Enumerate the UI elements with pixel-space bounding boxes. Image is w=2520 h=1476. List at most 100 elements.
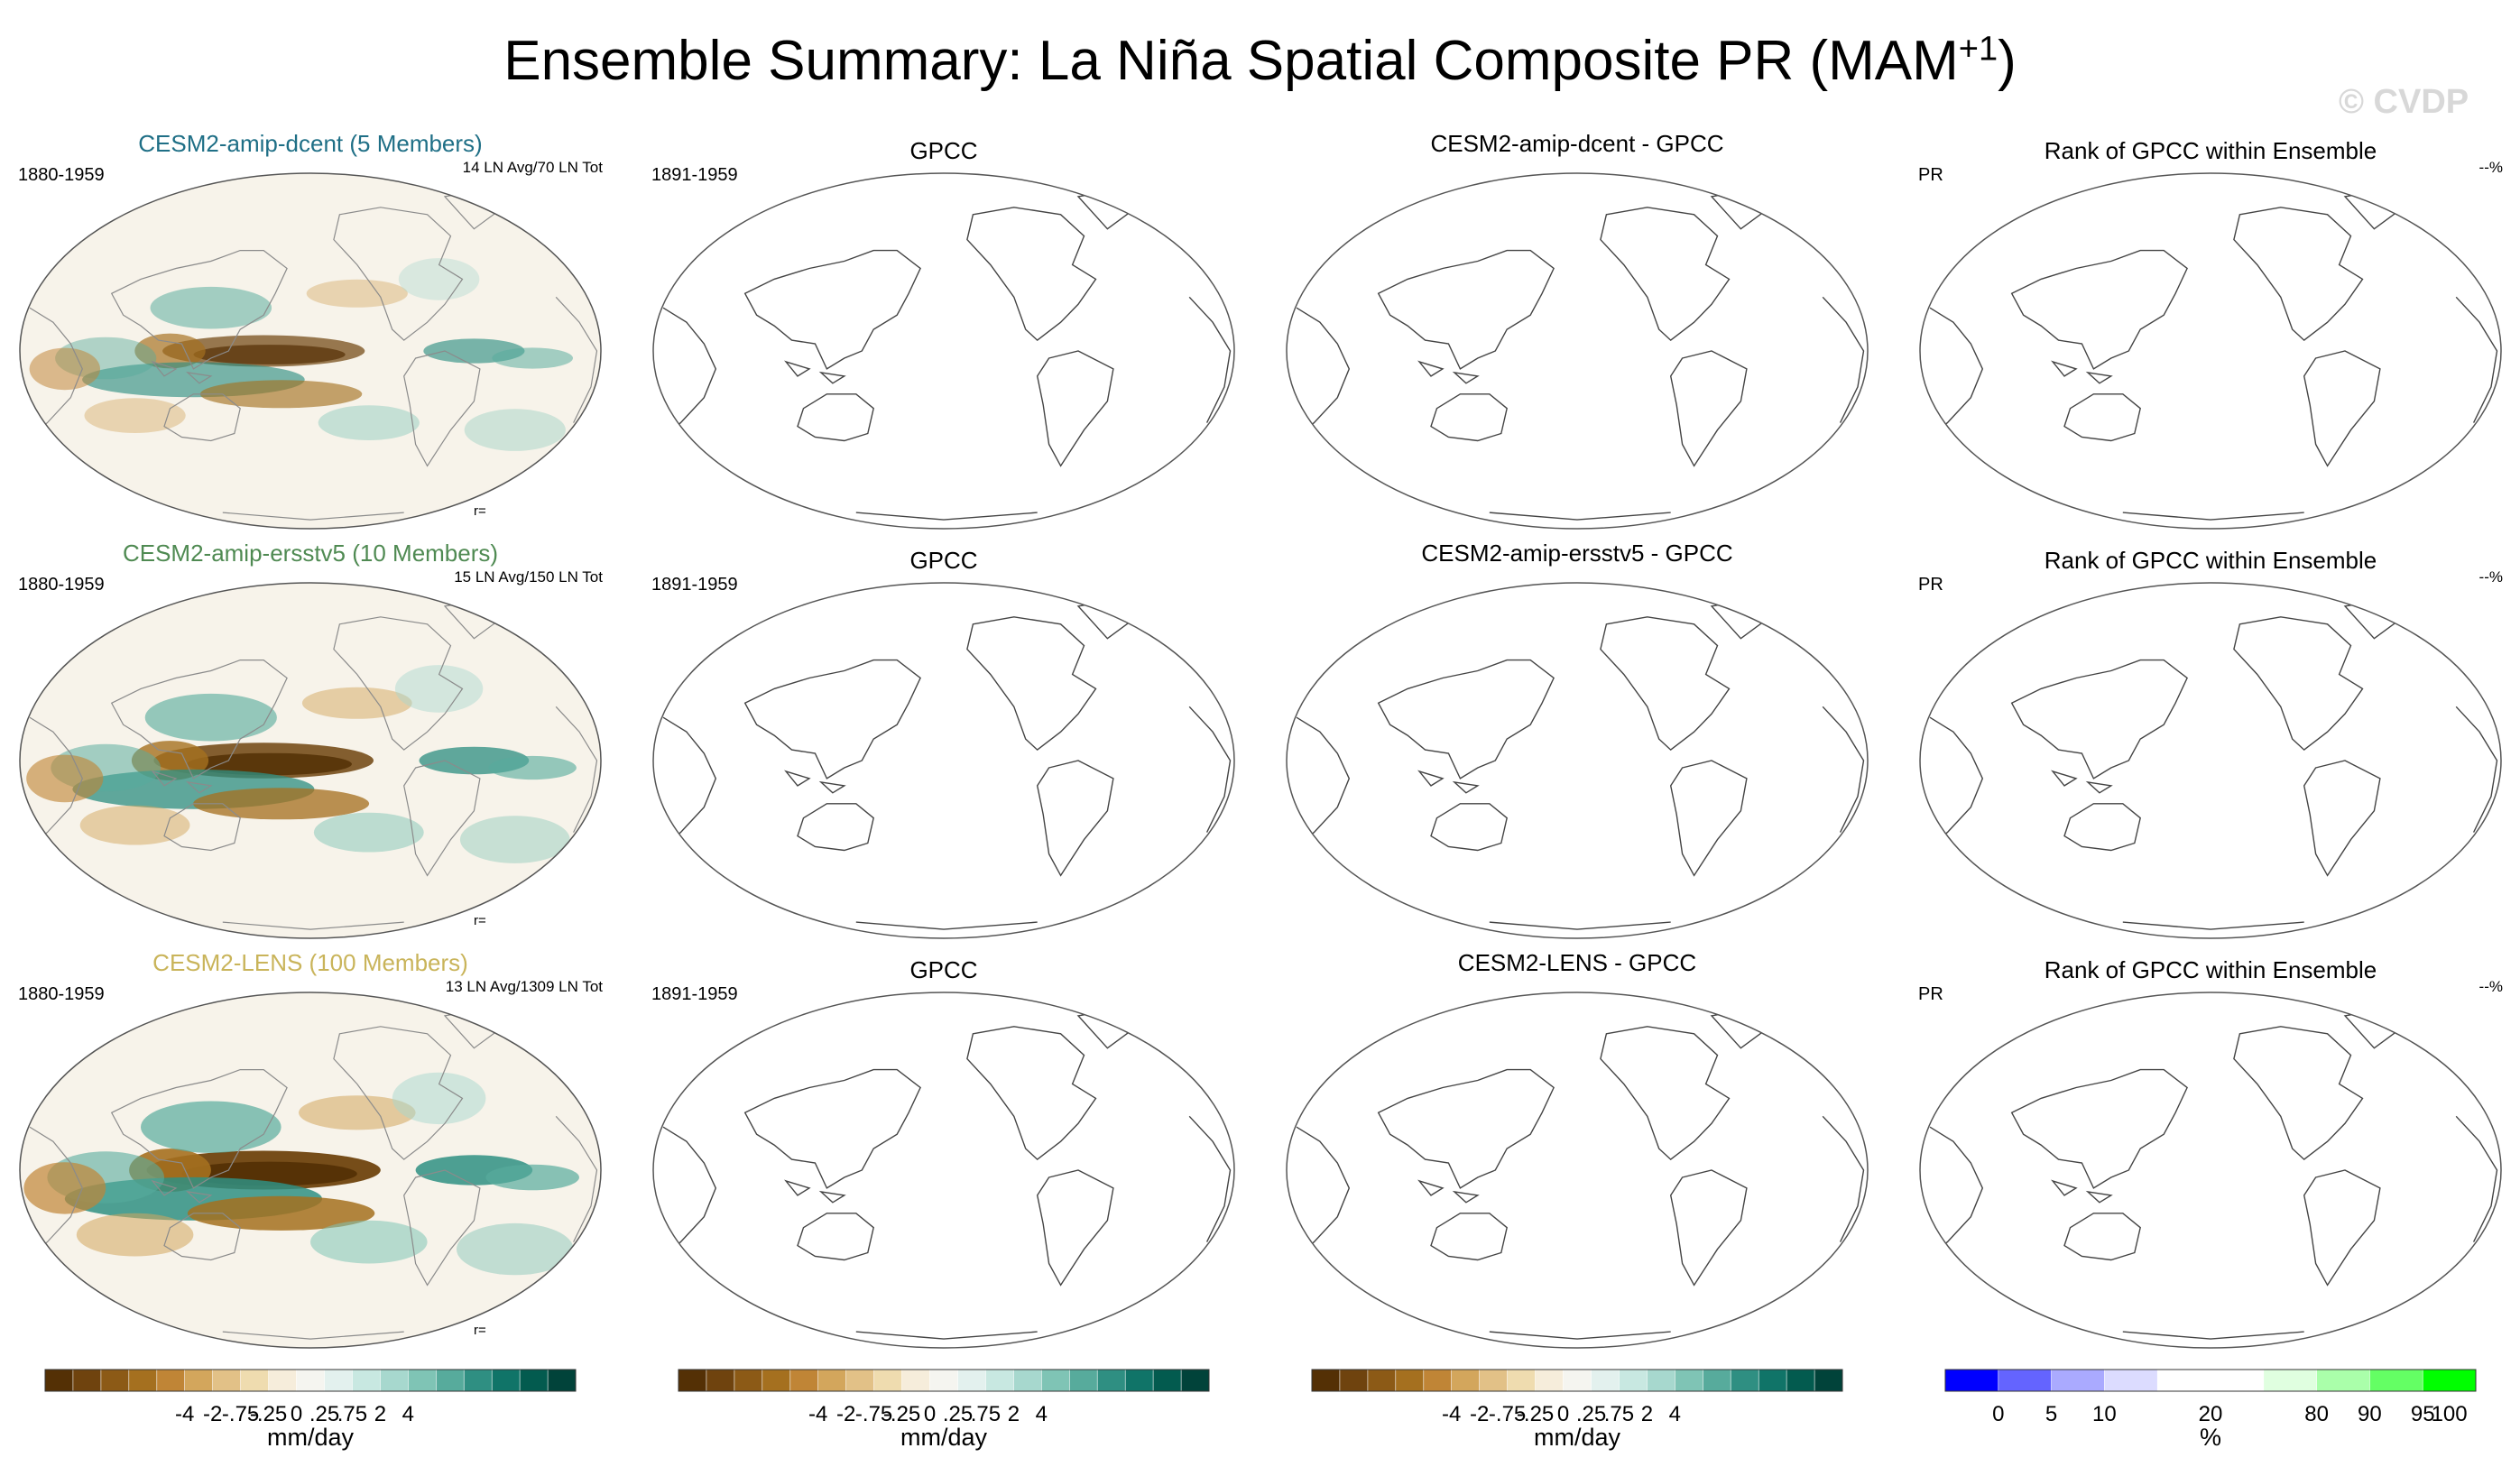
panel-title-obs-row2: GPCC (909, 547, 978, 574)
colorbar-3-tick-label: -.75 (1489, 1402, 1526, 1426)
precip-anomaly-blob-12 (313, 812, 424, 853)
coastline-segment-9 (1822, 1115, 1865, 1242)
precip-anomaly-blob-2 (187, 752, 352, 776)
coastline-segment-3 (2063, 393, 2141, 442)
colorbar-1-swatch-18 (519, 1369, 549, 1392)
coastline-segment-5 (1600, 1026, 1731, 1161)
coastline-segment-8 (2122, 921, 2304, 930)
colorbar-3-swatch-15 (1702, 1369, 1731, 1392)
coastline-segment-5 (2233, 616, 2364, 752)
colorbar-2-swatch-2 (706, 1369, 735, 1392)
coastline-segment-4 (784, 1179, 846, 1204)
precip-anomaly-blob-13 (84, 398, 186, 433)
colorbar-2-swatch-10 (929, 1369, 959, 1392)
coastline-segment-1 (110, 250, 288, 370)
colorbar-3-swatch-5 (1423, 1369, 1453, 1392)
colorbar-1-unit: mm/day (266, 1424, 355, 1451)
coastline-segment-2 (29, 307, 83, 438)
coastline-segment-9 (1188, 296, 1232, 423)
coastline-segment-5 (333, 207, 464, 341)
colorbar-4-swatch-3 (2051, 1369, 2106, 1392)
colorbar-1-swatch-5 (156, 1369, 186, 1392)
coastline-segment-8 (2122, 512, 2304, 521)
panel-title-obs-row1: GPCC (909, 137, 978, 164)
coastline-segment-6 (1669, 350, 1748, 467)
panel-title-rank-row3: Rank of GPCC within Ensemble (2044, 956, 2377, 983)
colorbar-4-swatch-6 (2210, 1369, 2265, 1392)
colorbar-1-tick-label: 4 (402, 1402, 414, 1426)
colorbar-2-frame (678, 1369, 1210, 1392)
coastline-segment-9 (1188, 1115, 1232, 1242)
cvdp-watermark: © CVDP (2339, 83, 2469, 121)
colorbar-2-swatch-19 (1180, 1369, 1210, 1392)
colorbar-3-swatch-11 (1591, 1369, 1620, 1392)
colorbar-3-swatch-18 (1786, 1369, 1815, 1392)
colorbar-4-frame (1944, 1369, 2477, 1392)
precip-anomaly-blob-11 (301, 687, 412, 719)
map-obs-row1 (652, 172, 1235, 530)
colorbar-3-tick-label: .75 (1604, 1402, 1634, 1426)
map-outline-diff-row1 (1286, 172, 1869, 530)
precip-anomaly-blob-12 (318, 405, 420, 440)
coastline-segment-1 (110, 660, 288, 780)
colorbar-1-swatch-16 (463, 1369, 493, 1392)
colorbar-2-tick-label: 0 (924, 1402, 936, 1426)
colorbar-1-swatch-13 (380, 1369, 410, 1392)
coastline-segment-5 (966, 616, 1097, 752)
panel-right-label-model-row3: 13 LN Avg/1309 LN Tot (445, 978, 603, 995)
coastline-segment-5 (966, 1026, 1097, 1161)
panel-title-diff-row1: CESM2-amip-dcent - GPCC (1430, 130, 1724, 157)
colorbar-2-swatch-1 (678, 1369, 707, 1392)
colorbar-1-tick-label: -.75 (222, 1402, 259, 1426)
colorbar-4-tick-label: 90 (2358, 1402, 2382, 1426)
colorbar-1-swatch-4 (128, 1369, 158, 1392)
map-background-rank-row1 (1920, 173, 2501, 529)
coastline-segment-3 (797, 393, 874, 442)
panel-left-label-model-row1: 1880-1959 (18, 165, 105, 185)
coastlines-obs-row3 (662, 1008, 1232, 1340)
precip-anomaly-blob-2 (193, 345, 346, 364)
panel-left-label-model-row3: 1880-1959 (18, 984, 105, 1004)
colorbar-3-tick-label: -2 (1470, 1402, 1489, 1426)
colorbar-1-tick-label: 2 (374, 1402, 386, 1426)
colorbar-3-swatch-17 (1758, 1369, 1787, 1392)
coastline-segment-2 (662, 307, 717, 438)
map-outline-model-row1 (19, 172, 602, 530)
colorbar-3-swatch-1 (1311, 1369, 1341, 1392)
coastline-segment-6 (1669, 1169, 1748, 1287)
coastline-segment-8 (1489, 1331, 1671, 1340)
map-obs-row3 (652, 992, 1235, 1349)
colorbar-4-swatch-5 (2156, 1369, 2211, 1392)
panel-left-label-rank-row3: PR (1918, 984, 1943, 1004)
colorbar-2-swatch-12 (985, 1369, 1015, 1392)
coastline-segment-2 (1296, 716, 1351, 848)
coastline-segment-4 (151, 1179, 213, 1204)
colorbar-2-swatch-5 (789, 1369, 819, 1392)
map-background-diff-row3 (1287, 992, 1868, 1348)
coastline-segment-1 (743, 249, 921, 370)
colorbar-4-swatch-7 (2263, 1369, 2318, 1392)
precip-anomaly-blob-15 (464, 409, 566, 451)
colorbar-2-swatch-17 (1124, 1369, 1154, 1392)
map-model-row3 (19, 992, 602, 1349)
coastlines-model-row3 (29, 1008, 598, 1340)
colorbar-2-swatch-3 (734, 1369, 763, 1392)
colorbar-3-unit: mm/day (1533, 1424, 1621, 1451)
map-outline-obs-row3 (652, 992, 1235, 1349)
colorbar-4-swatch-9 (2369, 1369, 2423, 1392)
colorbar-4-swatch-1 (1944, 1369, 1999, 1392)
panel-title-rank-row2: Rank of GPCC within Ensemble (2044, 547, 2377, 574)
colorbar-3-tick-label: -.25 (1517, 1402, 1554, 1426)
colorbar-3-tick-label: 0 (1557, 1402, 1569, 1426)
coastlines-diff-row2 (1296, 598, 1865, 930)
coastline-segment-6 (1036, 1169, 1114, 1287)
colorbar-2-swatch-13 (1013, 1369, 1043, 1392)
coastline-segment-9 (2455, 1115, 2498, 1242)
panel-left-label-obs-row1: 1891-1959 (651, 165, 738, 185)
coastline-segment-3 (163, 1213, 241, 1261)
precip-anomaly-blob-13 (76, 1213, 194, 1257)
colorbar-2-tick-label: 4 (1036, 1402, 1048, 1426)
coastline-segment-6 (2303, 760, 2381, 877)
coastline-segment-9 (555, 1115, 598, 1242)
colorbar-4-tick-label: 10 (2092, 1402, 2117, 1426)
